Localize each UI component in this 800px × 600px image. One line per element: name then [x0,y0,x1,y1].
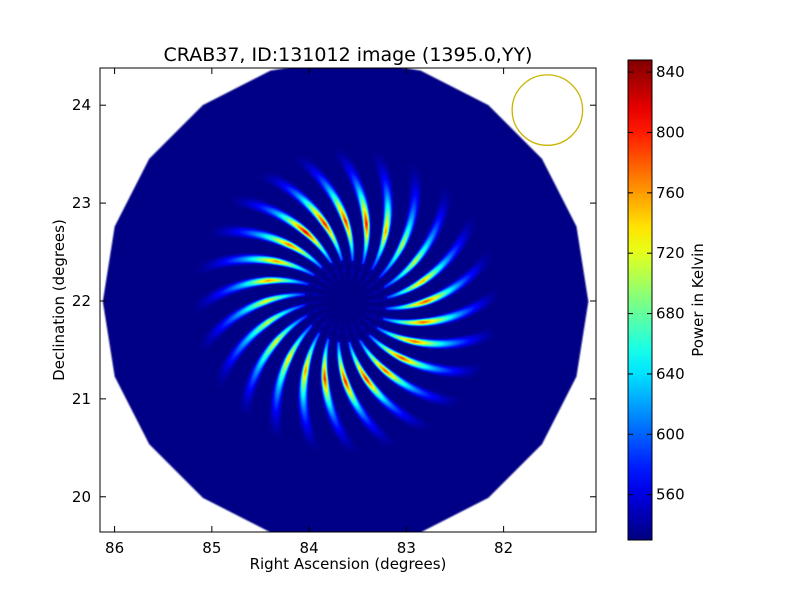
x-tick-label: 83 [397,539,416,557]
colorbar-fill [628,60,652,540]
y-axis: 20 21 22 23 24 [72,96,596,506]
colorbar-tick-label: 840 [656,63,685,81]
colorbar-tick-label: 600 [656,425,685,443]
plot-area [100,68,596,532]
y-tick-label: 20 [72,488,91,506]
y-tick-label: 24 [72,96,91,114]
x-tick-label: 86 [105,539,124,557]
colorbar-tick-label: 640 [656,365,685,383]
x-tick-label: 82 [494,539,513,557]
y-tick-label: 21 [72,390,91,408]
colorbar-tick-label: 720 [656,244,685,262]
colorbar-frame [627,59,653,541]
axes-frame [99,67,597,533]
colorbar-label: Power in Kelvin [689,243,707,357]
colorbar-ticks: 560 600 640 680 720 760 800 840 [628,63,685,504]
x-axis: 86 85 84 83 82 [105,68,513,557]
x-tick-label: 85 [202,539,221,557]
colorbar: 560 600 640 680 720 760 800 840 Power in Kelvin [627,59,707,541]
y-axis-label: Declination (degrees) [50,219,68,381]
x-tick-label: 84 [300,539,319,557]
colorbar-tick-label: 680 [656,305,685,323]
colorbar-tick-label: 760 [656,184,685,202]
colorbar-tick-label: 560 [656,486,685,504]
beam-circle [511,74,584,146]
x-axis-label: Right Ascension (degrees) [250,555,447,573]
chart-title: CRAB37, ID:131012 image (1395.0,YY) [164,44,533,66]
colorbar-tick-label: 800 [656,123,685,141]
y-tick-label: 23 [72,194,91,212]
heatmap-image [100,68,596,532]
y-tick-label: 22 [72,292,91,310]
